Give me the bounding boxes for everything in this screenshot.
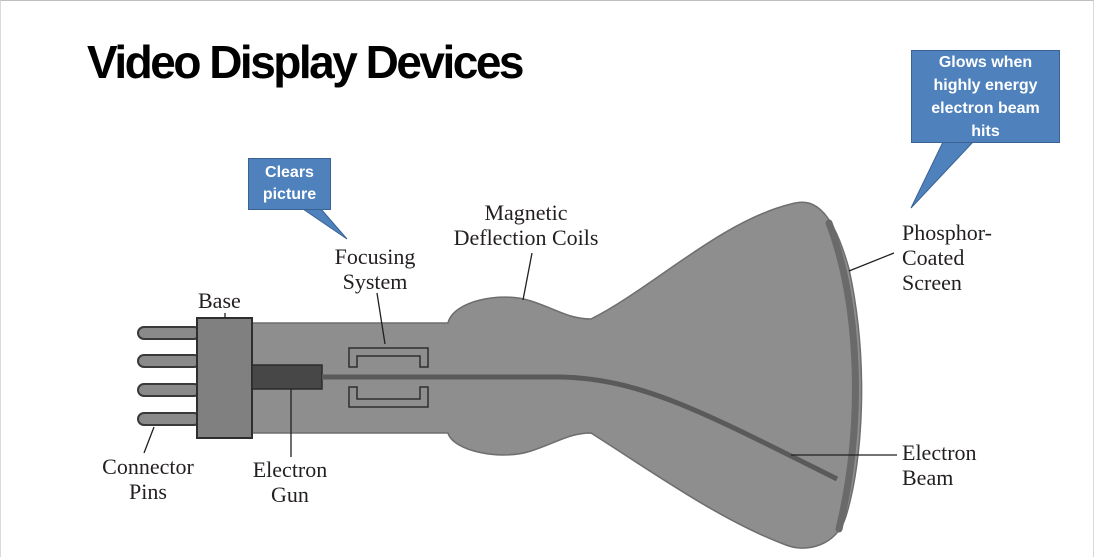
label-text: System	[342, 269, 408, 294]
connector-pin	[137, 412, 201, 426]
electron-beam	[322, 374, 839, 482]
label-text: Electron	[902, 440, 977, 465]
label-magnetic-deflection-coils: Magnetic Deflection Coils	[441, 200, 611, 250]
label-text: Gun	[271, 482, 309, 507]
callout-text: picture	[262, 186, 317, 203]
label-text: Base	[198, 288, 241, 313]
label-text: Coated	[902, 245, 965, 270]
callout-clears-picture: Clears picture	[248, 158, 331, 210]
glows-callout-pointer	[910, 141, 975, 209]
connector-pin	[137, 383, 201, 397]
label-electron-gun: Electron Gun	[243, 457, 337, 507]
label-focusing-system: Focusing System	[327, 244, 423, 294]
clears-callout-pointer	[301, 208, 348, 240]
slide-title: Video Display Devices	[87, 36, 525, 88]
label-text: Deflection Coils	[453, 225, 599, 250]
magnetic-leader-line	[522, 252, 533, 301]
callout-text: hits	[971, 122, 1000, 140]
focusing-plates	[348, 347, 429, 408]
callout-text: electron beam	[931, 99, 1040, 117]
label-text: Pins	[129, 479, 167, 504]
callout-glows: Glows when highly energy electron beam h…	[911, 50, 1060, 143]
electron-gun	[251, 364, 323, 390]
label-phosphor-coated-screen: Phosphor- Coated Screen	[902, 220, 992, 295]
label-electron-beam: Electron Beam	[902, 440, 977, 490]
connector-pin	[137, 354, 201, 368]
label-text: Electron	[252, 457, 328, 482]
callout-text: Glows when	[938, 53, 1033, 71]
callout-text: Clears	[265, 164, 314, 181]
phosphor-leader-line	[848, 252, 895, 272]
label-text: Focusing	[334, 244, 416, 269]
label-base: Base	[198, 288, 241, 313]
lower-plate	[348, 386, 429, 408]
connector-pins	[137, 326, 201, 426]
label-text: Phosphor-	[902, 220, 993, 245]
callout-text: highly energy	[933, 76, 1038, 94]
label-connector-pins: Connector Pins	[92, 454, 204, 504]
focusing-leader-line	[376, 292, 386, 345]
label-text: Beam	[902, 465, 954, 490]
label-text: Magnetic	[484, 200, 568, 225]
connector-pin	[137, 326, 201, 340]
connector-leader-line	[143, 426, 155, 454]
upper-plate	[348, 347, 429, 368]
label-text: Screen	[902, 270, 962, 295]
phosphor-screen	[825, 219, 859, 533]
tube-base	[196, 317, 253, 439]
label-text: Connector	[102, 454, 194, 479]
